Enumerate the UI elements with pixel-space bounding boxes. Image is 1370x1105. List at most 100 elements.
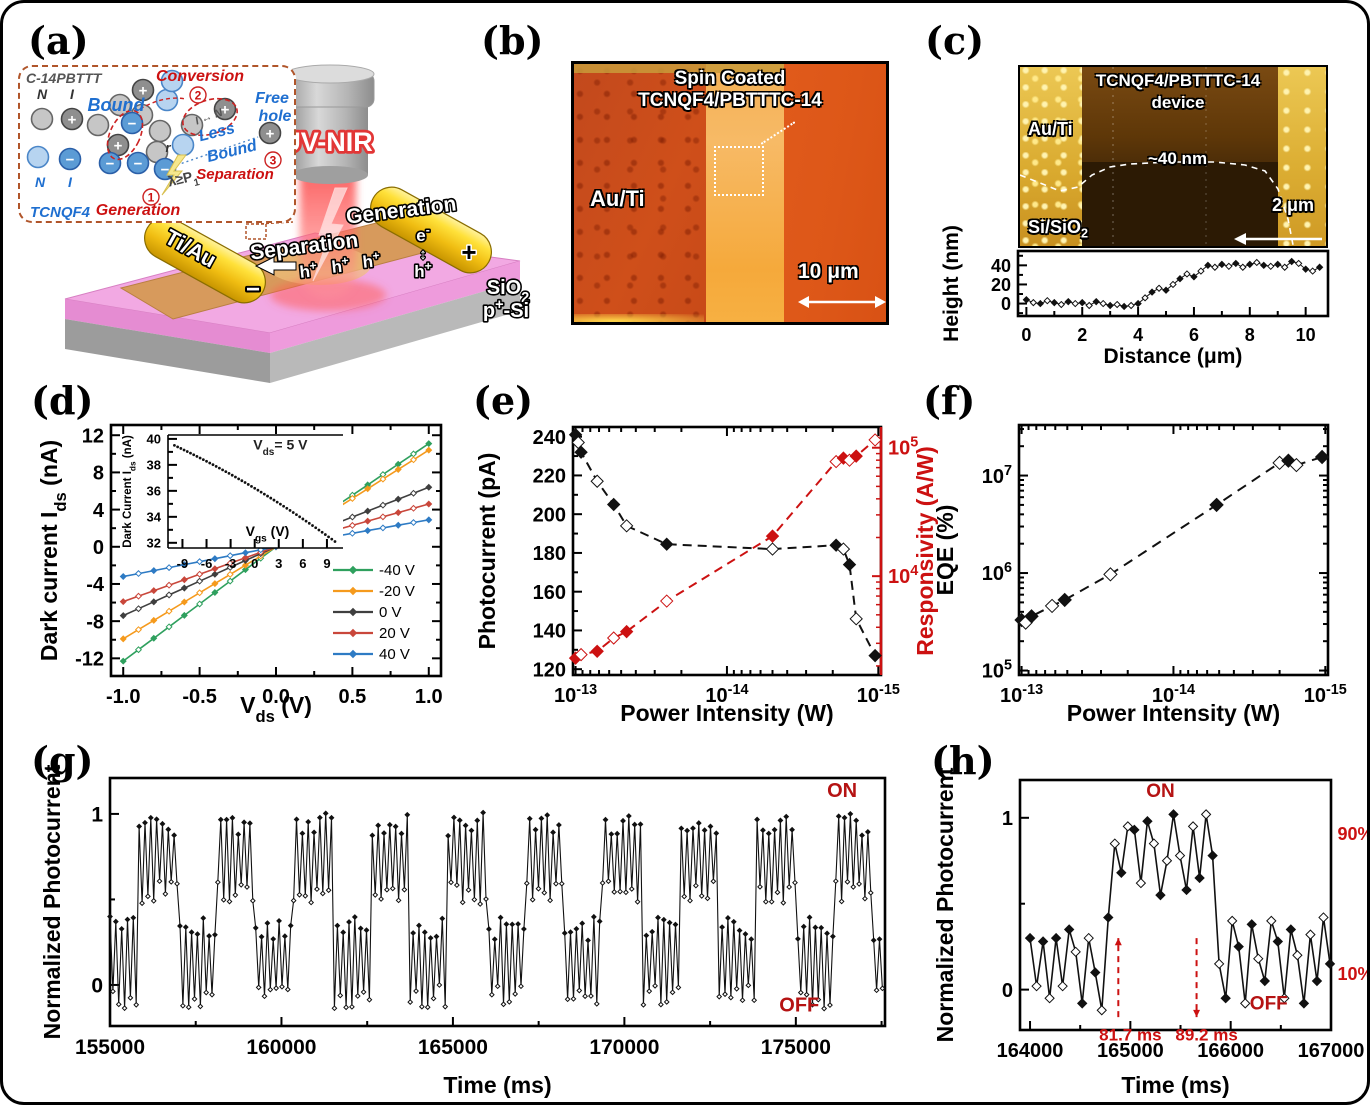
svg-text:0: 0 xyxy=(91,975,103,998)
svg-text:N: N xyxy=(35,174,46,190)
svg-text:32: 32 xyxy=(147,535,161,550)
svg-text:I: I xyxy=(68,174,73,190)
svg-text:40: 40 xyxy=(147,432,161,447)
svg-text:220: 220 xyxy=(533,466,566,488)
svg-text:105: 105 xyxy=(982,658,1012,683)
panel-label-c: (c) xyxy=(925,18,985,63)
afm-image: TCNQF4/PBTTTC-14 device Au/Ti ~40 nm Si/… xyxy=(1018,65,1328,248)
svg-text:4: 4 xyxy=(93,500,105,522)
panel-label-f: (f) xyxy=(923,378,976,423)
svg-text:OFF: OFF xyxy=(1250,993,1288,1014)
svg-text:+: + xyxy=(221,102,230,119)
svg-text:0.0: 0.0 xyxy=(262,686,290,708)
svg-text:−: − xyxy=(246,276,260,303)
svg-text:40 V: 40 V xyxy=(379,646,410,663)
svg-text:N: N xyxy=(37,86,48,102)
svg-text:OFF: OFF xyxy=(779,994,819,1016)
svg-text:1: 1 xyxy=(1002,808,1013,830)
svg-text:10%: 10% xyxy=(1338,964,1370,984)
dotted-roi-box xyxy=(714,146,764,196)
svg-text:Free: Free xyxy=(255,90,289,107)
svg-text:Separation: Separation xyxy=(196,166,274,183)
svg-text:155000: 155000 xyxy=(75,1036,145,1059)
svg-text:20 V: 20 V xyxy=(379,625,410,642)
svg-text:ON: ON xyxy=(827,780,857,802)
svg-text:1: 1 xyxy=(148,191,155,205)
svg-text:3: 3 xyxy=(270,154,277,168)
right-electrode-region xyxy=(784,64,886,322)
svg-text:EQE (%): EQE (%) xyxy=(932,505,958,596)
svg-text:8: 8 xyxy=(93,463,104,485)
afm-electrode-label: Au/Ti xyxy=(1028,119,1073,139)
svg-text:-1.0: -1.0 xyxy=(106,686,140,708)
panel-label-g: (g) xyxy=(31,738,94,783)
svg-text:20: 20 xyxy=(991,275,1011,295)
top-edge-band xyxy=(574,64,784,73)
svg-text:↕: ↕ xyxy=(419,246,427,263)
svg-text:160: 160 xyxy=(533,582,566,604)
charge-mechanism-inset: + − + + − − − − + + C-14PBTTT N I Bound Conversion Free… xyxy=(18,65,296,223)
svg-text:-4: -4 xyxy=(86,574,105,596)
svg-text:106: 106 xyxy=(982,560,1012,585)
electrode-label: Au/Ti xyxy=(590,186,645,211)
svg-text:3: 3 xyxy=(275,556,282,571)
svg-text:h+: h+ xyxy=(414,259,432,281)
time-response-chart: 155000 160000 165000 170000 175000 0 1 ON OFF Tim… xyxy=(39,764,887,1098)
svg-text:12: 12 xyxy=(82,425,104,447)
svg-text:175000: 175000 xyxy=(761,1036,831,1059)
svg-text:4: 4 xyxy=(1133,325,1143,345)
svg-text:Time (ms): Time (ms) xyxy=(443,1072,551,1098)
svg-text:r: r xyxy=(165,140,171,155)
svg-text:-40 V: -40 V xyxy=(379,562,415,579)
svg-text:34: 34 xyxy=(147,510,162,525)
svg-text:10-14: 10-14 xyxy=(705,682,748,707)
svg-text:I: I xyxy=(70,86,75,102)
left-electrode-region xyxy=(574,64,706,322)
svg-text:+: + xyxy=(114,138,123,155)
svg-text:2: 2 xyxy=(1077,325,1087,345)
svg-text:0: 0 xyxy=(1021,325,1031,345)
panel-label-a: (a) xyxy=(28,18,89,63)
svg-text:6: 6 xyxy=(1189,325,1199,345)
svg-text:Power Intensity (W): Power Intensity (W) xyxy=(620,700,833,726)
svg-text:167000: 167000 xyxy=(1298,1040,1365,1062)
afm-title-line1: TCNQF4/PBTTTC-14 xyxy=(1095,71,1261,90)
svg-text:-3: -3 xyxy=(225,556,237,571)
svg-text:h+: h+ xyxy=(330,253,350,277)
svg-text:Dark current Ids (nA): Dark current Ids (nA) xyxy=(36,440,70,661)
svg-text:Conversion: Conversion xyxy=(156,68,244,85)
svg-text:140: 140 xyxy=(533,621,566,643)
film-thickness-label: ~40 nm xyxy=(1148,149,1208,168)
svg-text:9: 9 xyxy=(323,556,330,571)
svg-text:120: 120 xyxy=(533,659,566,681)
svg-text:166000: 166000 xyxy=(1197,1040,1264,1062)
svg-text:0.5: 0.5 xyxy=(338,686,366,708)
svg-text:0 V: 0 V xyxy=(379,604,402,621)
svg-text:10-15: 10-15 xyxy=(1304,682,1347,707)
optical-micrograph: Spin Coated TCNQF4/PBTTTC-14 Au/Ti 10 μm xyxy=(571,61,889,325)
svg-text:38: 38 xyxy=(147,458,161,473)
svg-text:36: 36 xyxy=(147,484,161,499)
svg-text:165000: 165000 xyxy=(418,1036,488,1059)
svg-text:−: − xyxy=(161,162,170,179)
svg-text:SiO2: SiO2 xyxy=(487,277,529,306)
svg-text:Distance (μm): Distance (μm) xyxy=(1104,345,1243,368)
svg-text:8: 8 xyxy=(1245,325,1255,345)
svg-text:−: − xyxy=(134,156,143,173)
svg-text:-8: -8 xyxy=(86,611,104,633)
svg-text:Vds= 5 V: Vds= 5 V xyxy=(253,436,308,458)
panel-label-e: (e) xyxy=(473,378,534,423)
right-gold-electrode xyxy=(1278,67,1326,246)
svg-text:-9: -9 xyxy=(177,556,189,571)
svg-text:104: 104 xyxy=(888,563,918,588)
micrograph-title-line1: Spin Coated xyxy=(674,68,786,89)
svg-text:2: 2 xyxy=(195,89,202,103)
panel-label-d: (d) xyxy=(31,378,94,423)
scalebar-label: 10 μm xyxy=(798,260,859,283)
svg-text:+: + xyxy=(266,126,275,143)
svg-text:p+-Si: p+-Si xyxy=(483,297,529,322)
afm-overlay xyxy=(1020,67,1322,246)
